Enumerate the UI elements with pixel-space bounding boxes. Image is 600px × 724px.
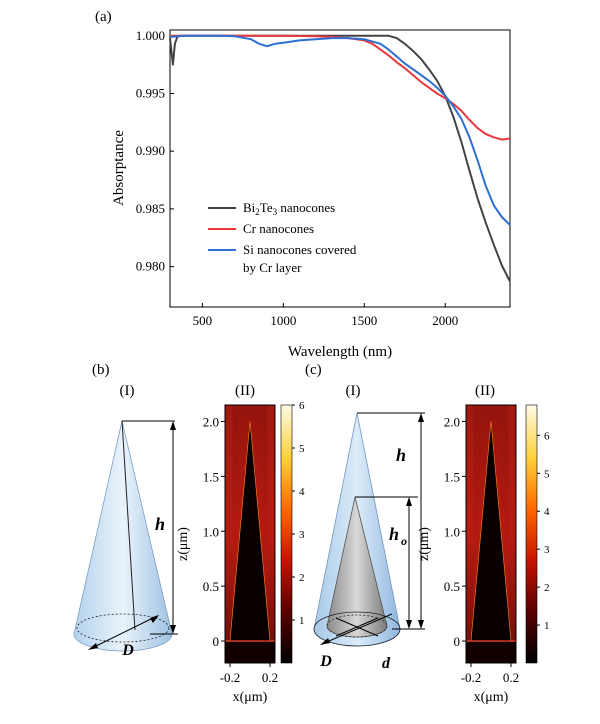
height-arrowhead-top: [170, 421, 176, 430]
diameter-line: [89, 615, 158, 650]
y-tick-label: 1.5: [203, 469, 219, 484]
y-tick-label: 0.5: [444, 579, 460, 594]
y-tick-label: 1.000: [136, 28, 165, 43]
legend-text-part: Bi: [243, 200, 256, 215]
colorbar-tick-label: 6: [299, 400, 305, 412]
x-axis-label: x(μm): [474, 690, 509, 705]
height-arrowhead-bottom: [170, 625, 176, 634]
ho-subscript: o: [401, 534, 407, 548]
legend: Bi2Te3 nanocones Cr nanocones Si nanocones…: [208, 200, 357, 275]
y-tick-label: 2.0: [444, 414, 460, 429]
x-tick-label: 0.2: [503, 670, 519, 685]
D-arrowhead: [320, 638, 330, 645]
legend-entry-1: Cr nanocones: [243, 221, 314, 236]
y-axis-label: Absorptance: [111, 130, 127, 206]
legend-text-part: nanocones: [277, 200, 335, 215]
y-tick-label: 1.0: [444, 524, 460, 539]
D-line: [321, 613, 393, 645]
colorbar-tick-label: 2: [299, 572, 305, 584]
x-axis-label: Wavelength (nm): [288, 344, 392, 360]
colorbar: [525, 404, 538, 664]
y-tick-label: 0.990: [136, 143, 165, 158]
series-lines: [169, 34, 511, 283]
x-tick-label: 2000: [432, 313, 458, 328]
cone-axis-line: [121, 420, 136, 631]
base-ellipse: [76, 613, 170, 643]
x-tick-label: -0.2: [461, 670, 482, 685]
ho-arrowhead-bottom: [406, 620, 412, 629]
colorbar-tick-label: 4: [544, 506, 550, 518]
colorbar-tick-label: 3: [544, 544, 550, 556]
panel-a-label: (a): [95, 9, 112, 25]
y-tick-label: 1.0: [203, 524, 219, 539]
y-tick-label: 0.995: [136, 85, 165, 100]
legend-text-part: 2: [255, 207, 260, 217]
y-tick-label: 2.0: [203, 414, 219, 429]
h-symbol: h: [396, 445, 406, 465]
panel-b-label: (b): [92, 362, 110, 378]
legend-text-part: 3: [273, 207, 278, 217]
d-symbol: d: [382, 655, 391, 672]
legend-entry-2-line2: by Cr layer: [243, 260, 302, 275]
field-frame: [224, 404, 276, 664]
absorptance-chart: 500 1000 1500 2000 0.980 0.985 0.990 0.995 1.000…: [111, 28, 511, 360]
height-symbol: h: [155, 514, 165, 534]
diameter-arrowhead-right: [150, 615, 159, 623]
cone-body: [73, 420, 173, 652]
panel-c-sub1-label: (I): [346, 383, 361, 399]
series-line-1: [170, 34, 511, 141]
x-tick-label: 0.2: [262, 670, 278, 685]
x-axis-label: x(μm): [233, 690, 268, 705]
substrate: [225, 641, 275, 663]
colorbar: [280, 404, 293, 664]
colorbar-tick-label: 1: [299, 615, 305, 627]
diameter-symbol: D: [121, 642, 134, 659]
colorbar-tick-label: 5: [544, 468, 550, 480]
y-tick-label: 0: [454, 634, 461, 649]
panel-b-sub2-label: (II): [235, 383, 255, 399]
D-symbol: D: [319, 653, 332, 670]
colorbar-tick-label: 3: [299, 529, 305, 541]
colorbar-tick-label: 5: [299, 443, 305, 455]
panel-c-sub2-label: (II): [475, 383, 495, 399]
colorbar-tick-label: 2: [544, 582, 550, 594]
h-arrowhead-bottom: [418, 620, 424, 629]
y-axis-label: z(μm): [417, 527, 432, 561]
field-map-b: 0 0.5 1.0 1.5 2.0 -0.2 0.2 x(μm) z(μm) 1 2 3 4 5 6: [176, 400, 305, 705]
h-arrowhead-top: [418, 413, 424, 422]
x-tick-label: 500: [193, 313, 213, 328]
y-tick-label: 0: [213, 634, 220, 649]
inner-base-ellipse: [326, 614, 388, 638]
y-tick-label: 0.5: [203, 579, 219, 594]
axis-ticks: 500 1000 1500 2000 0.980 0.985 0.990 0.995 1.000: [136, 28, 458, 328]
cone-diagram-b: h D: [73, 420, 178, 659]
ho-symbol: h: [389, 524, 399, 544]
panel-c-label: (c): [305, 362, 322, 378]
cone-diagram-c: h h o D d: [313, 412, 425, 672]
legend-entry-2: Si nanocones covered: [243, 242, 357, 257]
colorbar-tick-label: 4: [299, 486, 305, 498]
legend-entry-0: Bi2Te3 nanocones: [243, 200, 335, 217]
diameter-arrowhead-left: [88, 643, 98, 650]
colorbar-tick-label: 1: [544, 620, 550, 632]
ho-arrowhead-top: [406, 497, 412, 506]
substrate: [466, 641, 516, 663]
x-tick-label: 1500: [351, 313, 377, 328]
x-tick-label: -0.2: [220, 670, 241, 685]
panel-b-sub1-label: (I): [120, 383, 135, 399]
field-map-c: 0 0.5 1.0 1.5 2.0 -0.2 0.2 x(μm) z(μm) 1 2 3 4 5 6: [417, 404, 550, 705]
y-tick-label: 1.5: [444, 469, 460, 484]
plot-frame: [169, 29, 511, 308]
colorbar-tick-label: 6: [544, 430, 550, 442]
x-tick-label: 1000: [270, 313, 296, 328]
field-frame: [465, 404, 517, 664]
y-tick-label: 0.980: [136, 259, 165, 274]
y-axis-label: z(μm): [176, 527, 191, 561]
legend-text-part: Te: [260, 200, 273, 215]
d-line-b: [335, 617, 379, 637]
y-tick-label: 0.985: [136, 201, 165, 216]
series-line-2: [169, 34, 511, 226]
